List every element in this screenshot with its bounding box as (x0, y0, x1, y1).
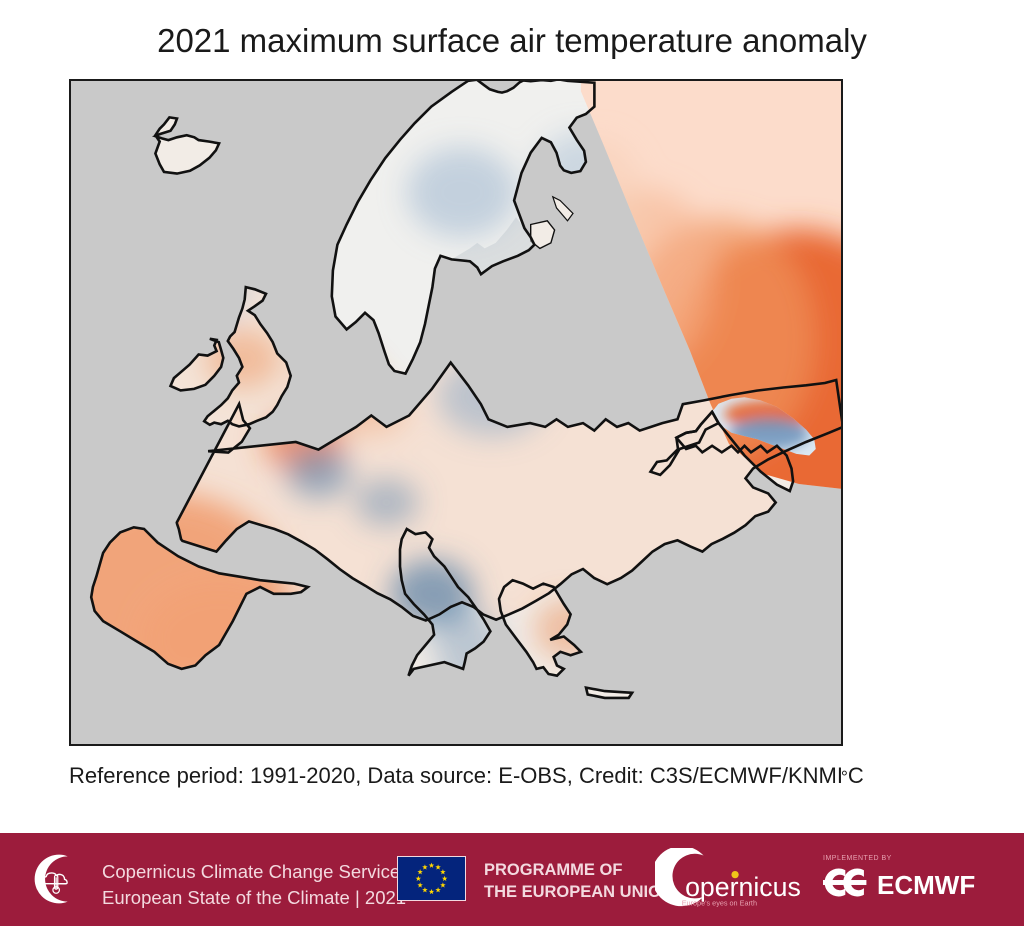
svg-text:IMPLEMENTED BY: IMPLEMENTED BY (823, 855, 892, 862)
svg-text:Europe's eyes on Earth: Europe's eyes on Earth (682, 899, 757, 908)
svg-text:ECMWF: ECMWF (877, 870, 975, 900)
svg-text:opernicus: opernicus (685, 872, 801, 902)
